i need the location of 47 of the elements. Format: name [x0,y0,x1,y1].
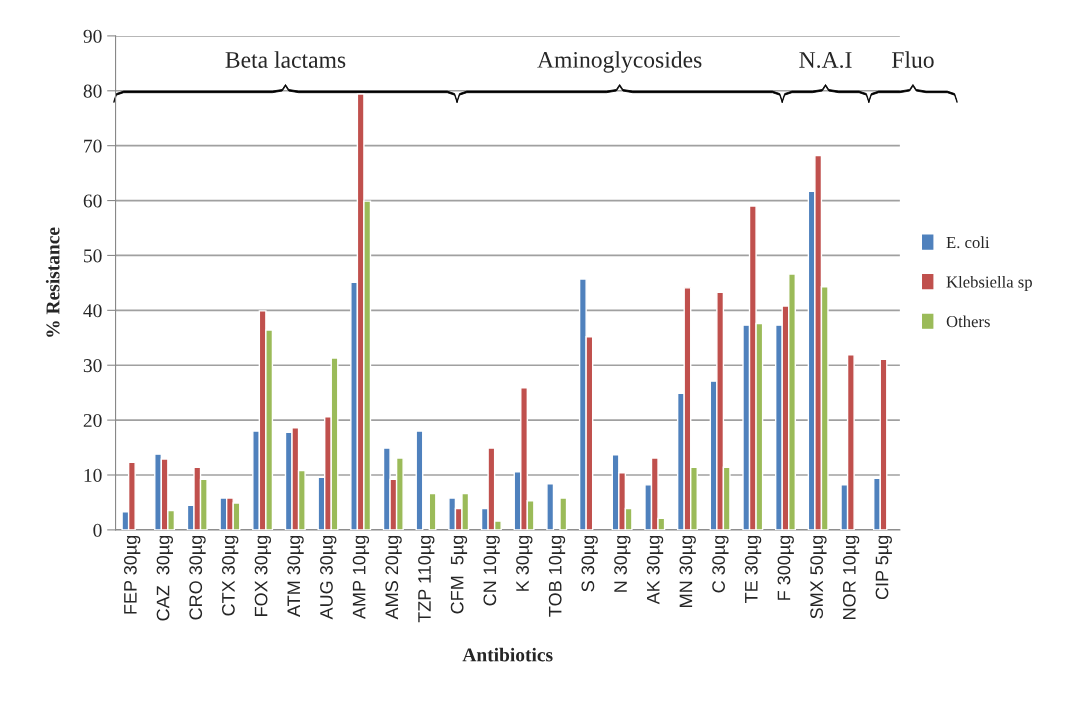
x-tick-label: S 30µg [581,535,598,592]
x-tick-label: SMX 50µg [810,535,827,619]
legend-label: Klebsiella sp [946,275,1032,291]
bar [546,483,555,530]
x-tick-label: ATM 30µg [287,535,304,618]
x-tick-label: CAZ 30µg [156,535,173,621]
x-tick-label: MN 30µg [679,535,696,607]
x-tick-label: TE 30µg [744,535,762,603]
y-tick-label: 30 [83,359,102,373]
legend-label: E. coli [946,236,990,249]
x-tick-label: K 30µg [516,535,533,591]
y-axis-title: % Resistance [45,227,60,337]
annotation: Beta lactams [225,51,346,68]
x-tick-label: CRO 30µg [189,535,206,620]
y-tick-label: 50 [84,249,102,263]
y-tick-label: 90 [83,29,102,43]
y-tick-label: 70 [84,139,102,153]
x-tick-label: AMP 10µg [352,535,370,620]
annotation: Fluo [891,51,934,68]
bar [559,497,568,530]
annotation: Aminoglycosides [537,51,702,73]
x-tick-label: C 30µg [712,535,729,593]
bar [448,497,457,530]
y-tick-label: 40 [83,304,102,318]
y-tick-label: 80 [83,84,102,98]
y-tick-label: 10 [84,468,102,482]
x-tick-label: NOR 10µg [842,535,860,619]
legend-label: Others [946,315,990,328]
y-tick-label: 20 [83,413,102,428]
x-tick-label: CTX 30µg [222,535,239,616]
x-axis-title: Antibiotics [462,647,553,662]
x-tick-label: AUG 30µg [320,535,337,620]
x-tick-label: CIP 5µg [875,535,892,600]
x-tick-label: TZP 110µg [418,535,435,623]
bar [428,492,437,530]
y-tick-label: 0 [93,523,102,537]
x-tick-label: CN 10µg [483,535,500,606]
y-tick-label: 60 [83,194,102,208]
x-tick-label: N 30µg [614,535,631,592]
annotation: N.A.I [799,52,852,68]
x-tick-label: F 300µg [777,535,794,600]
x-tick-label: CFM 5µg [450,535,468,614]
x-tick-label: AK 30µg [646,535,664,605]
x-tick-label: FEP 30µg [123,535,141,614]
x-tick-label: FOX 30µg [254,535,272,616]
x-tick-label: TOB 10µg [548,535,566,617]
x-tick-label: AMS 20µg [385,535,402,620]
